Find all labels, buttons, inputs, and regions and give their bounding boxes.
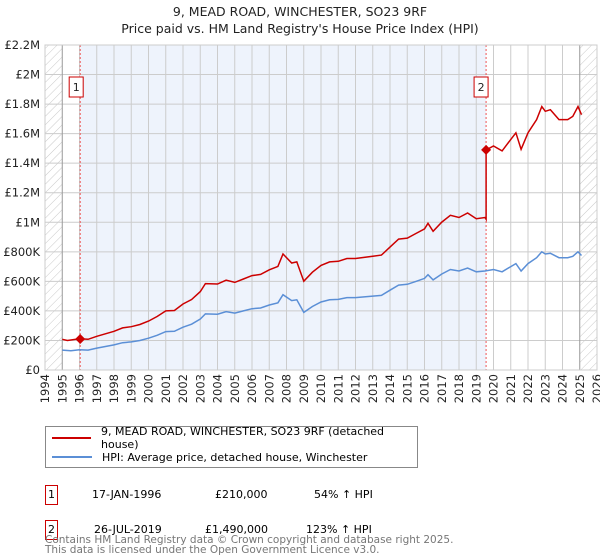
x-tick-label: 2003 <box>193 374 207 403</box>
y-tick-label: £0 <box>25 363 40 377</box>
x-tick-label: 2024 <box>556 374 570 403</box>
x-tick-label: 2008 <box>280 374 294 403</box>
x-tick-label: 2022 <box>521 374 535 403</box>
sale-date: 26-JUL-2019 <box>94 523 162 536</box>
sale-point <box>481 144 492 155</box>
y-tick-label: £600K <box>3 274 40 288</box>
x-tick-label: 2005 <box>228 374 242 403</box>
hatched-region-start <box>45 45 63 370</box>
sale-hpi: 123% ↑ HPI <box>306 523 372 536</box>
y-tick-label: £200K <box>3 333 40 347</box>
sale-label-box <box>473 76 489 98</box>
y-tick-label: £1.2M <box>4 186 40 200</box>
x-tick-label: 2019 <box>469 374 483 403</box>
series-line <box>62 250 583 352</box>
x-tick-label: 1997 <box>90 374 104 403</box>
red-line-swatch <box>52 437 92 439</box>
x-tick-label: 1994 <box>38 374 52 403</box>
x-tick-label: 1996 <box>73 374 87 403</box>
x-tick-label: 2011 <box>331 374 345 403</box>
legend-label: HPI: Average price, detached house, Winc… <box>102 450 368 464</box>
footer-copyright: Contains HM Land Registry data © Crown c… <box>45 534 454 546</box>
sale-label: 1 <box>73 81 80 94</box>
x-tick-label: 2004 <box>211 374 225 403</box>
price-chart: £0 £200K £400K £600K £800K £1M £1.2M £1.4M £1.6M… <box>3 38 600 403</box>
x-tick-label: 1999 <box>124 374 138 403</box>
x-tick-label: 2015 <box>400 374 414 403</box>
sale-label: 2 <box>478 81 485 94</box>
x-tick-label: 2006 <box>245 374 259 403</box>
y-tick-label: £1.8M <box>4 97 40 111</box>
sale-badge: 2 <box>45 520 58 540</box>
x-tick-label: 2001 <box>159 374 173 403</box>
sale-hpi: 54% ↑ HPI <box>314 488 373 501</box>
sale-badge: 1 <box>45 485 58 505</box>
y-tick-label: £2.2M <box>4 38 40 52</box>
x-tick-label: 2018 <box>452 374 466 403</box>
x-tick-label: 2021 <box>504 374 518 403</box>
blue-line-swatch <box>52 456 92 458</box>
x-tick-label: 2012 <box>349 374 363 403</box>
sale-price: £1,490,000 <box>205 523 268 536</box>
hatched-region-end <box>579 45 597 370</box>
sale-price: £210,000 <box>215 488 268 501</box>
legend-item-property: 9, MEAD ROAD, WINCHESTER, SO23 9RF (deta… <box>52 425 417 451</box>
x-tick-label: 2000 <box>142 374 156 403</box>
x-tick-label: 2016 <box>418 374 432 403</box>
x-tick-label: 2014 <box>383 374 397 403</box>
x-tick-label: 2010 <box>314 374 328 403</box>
x-tick-label: 2026 <box>590 374 600 403</box>
footer-licence: This data is licensed under the Open Gov… <box>45 544 380 556</box>
x-tick-label: 1998 <box>107 374 121 403</box>
y-tick-label: £400K <box>3 304 40 318</box>
legend: 9, MEAD ROAD, WINCHESTER, SO23 9RF (deta… <box>45 425 418 468</box>
x-tick-label: 2017 <box>435 374 449 403</box>
x-tick-label: 2020 <box>487 374 501 403</box>
x-tick-label: 2025 <box>573 374 587 403</box>
sale-label-box <box>68 76 84 98</box>
chart-title: 9, MEAD ROAD, WINCHESTER, SO23 9RF <box>172 4 428 19</box>
legend-label: 9, MEAD ROAD, WINCHESTER, SO23 9RF (deta… <box>101 425 385 451</box>
plot-frame <box>44 44 598 371</box>
x-tick-label: 2009 <box>297 374 311 403</box>
y-tick-label: £1.6M <box>4 127 40 141</box>
series-line <box>62 104 583 342</box>
y-tick-label: £2M <box>15 68 40 82</box>
x-tick-label: 2023 <box>538 374 552 403</box>
legend-item-hpi: HPI: Average price, detached house, Winc… <box>52 448 367 466</box>
y-tick-label: £1.4M <box>4 156 40 170</box>
ownership-shaded-region <box>80 45 487 370</box>
sale-point <box>75 333 86 344</box>
x-tick-label: 2002 <box>176 374 190 403</box>
y-tick-label: £800K <box>3 245 40 259</box>
x-tick-label: 2013 <box>366 374 380 403</box>
sale-date: 17-JAN-1996 <box>92 488 162 501</box>
y-tick-label: £1M <box>15 215 40 229</box>
chart-subtitle: Price paid vs. HM Land Registry's House … <box>121 21 479 36</box>
x-tick-label: 2007 <box>262 374 276 403</box>
x-tick-label: 1995 <box>55 374 69 403</box>
